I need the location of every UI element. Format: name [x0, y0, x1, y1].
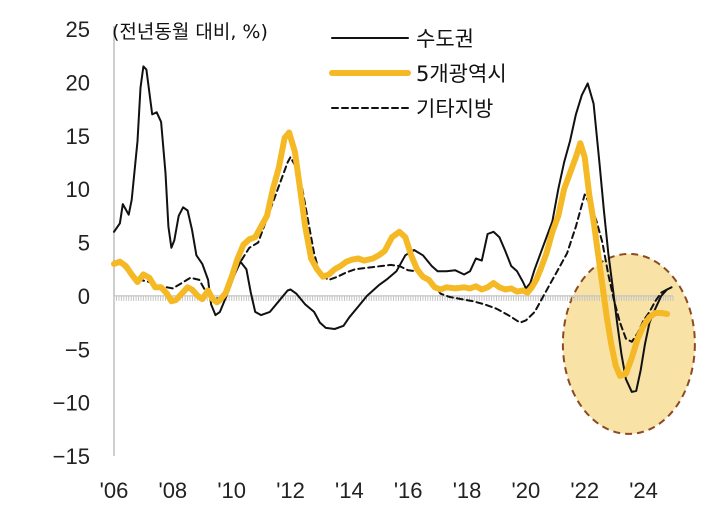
x-tick-label: '20	[512, 478, 541, 503]
y-tick-label: 5	[78, 231, 90, 256]
legend-label: 기타지방	[416, 97, 493, 121]
series-line-1	[113, 65, 673, 393]
x-tick-label: '06	[100, 478, 129, 503]
y-tick-label: 10	[66, 177, 90, 202]
series-layer	[111, 65, 673, 393]
x-tick-label: '24	[629, 478, 658, 503]
y-tick-label: −10	[53, 391, 90, 416]
tick-labels: 25 20 15 10 5 0 −5 −10 −15 '06 '08 '10 '12 '14 '16 '18 '…	[53, 17, 658, 503]
highlight-layer	[561, 252, 696, 435]
y-tick-label: 20	[66, 70, 90, 95]
legend-label: 5개광역시	[416, 62, 507, 86]
series-line-2	[111, 129, 671, 379]
x-tick-label: '10	[217, 478, 246, 503]
x-tick-label: '12	[276, 478, 305, 503]
x-tick-label: '08	[159, 478, 188, 503]
x-tick-label: '18	[453, 478, 482, 503]
x-tick-label: '22	[570, 478, 599, 503]
x-tick-label: '14	[335, 478, 364, 503]
unit-label: (전년동월 대비, %)	[112, 21, 268, 43]
x-tick-label: '16	[394, 478, 423, 503]
y-tick-label: −15	[53, 444, 90, 469]
y-tick-label: 15	[66, 124, 90, 149]
highlight-ellipse	[561, 252, 696, 435]
legend-label: 수도권	[416, 27, 474, 51]
y-tick-label: 0	[78, 284, 90, 309]
y-tick-label: 25	[66, 17, 90, 42]
y-tick-label: −5	[65, 337, 90, 362]
